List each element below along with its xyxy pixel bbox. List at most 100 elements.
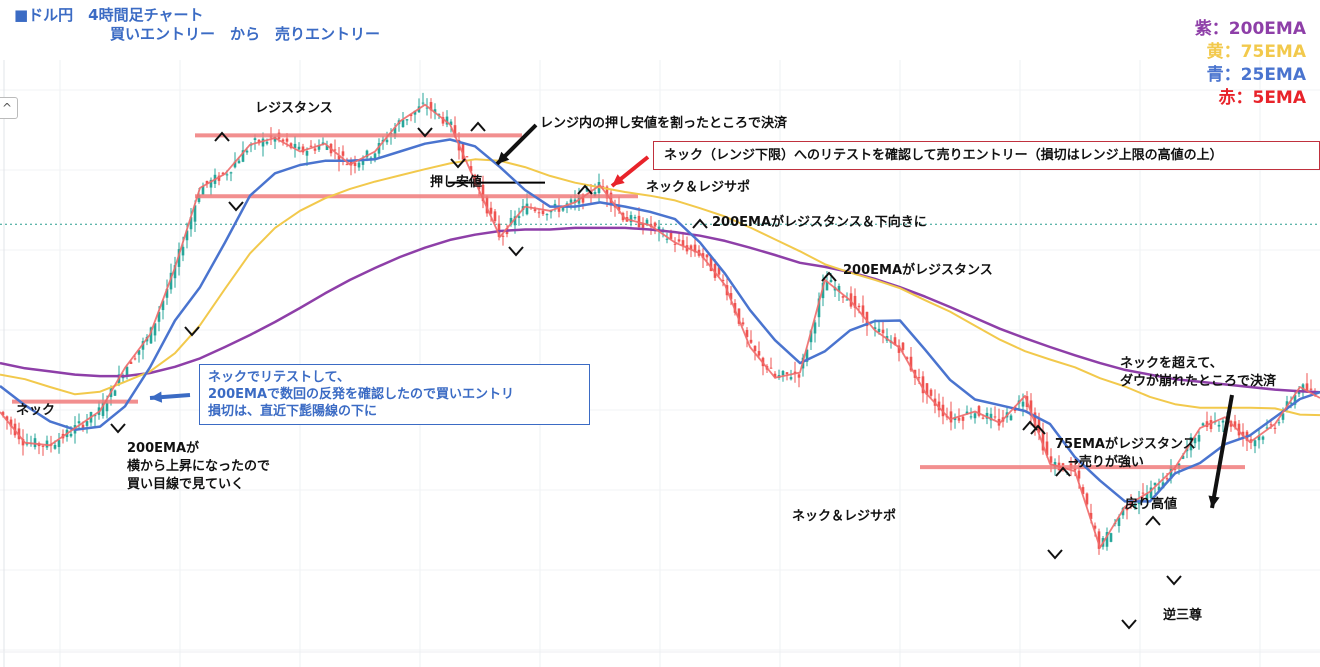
candle-body — [517, 216, 521, 218]
trough-marker — [110, 423, 126, 434]
swing-markers — [110, 121, 1182, 630]
label-resistance: レジスタンス — [255, 101, 333, 116]
candle-body — [285, 138, 289, 142]
chart-title: ■ドル円 4時間足チャート — [14, 6, 204, 24]
candle-body — [957, 417, 961, 421]
candle-body — [1033, 412, 1037, 428]
candle-body — [617, 204, 621, 211]
candle-body — [537, 212, 541, 214]
legend-ema25: 青：25EMA — [1206, 65, 1306, 85]
candle-body — [453, 125, 457, 137]
trough-marker — [228, 201, 244, 212]
candle-body — [1021, 401, 1025, 407]
candle-body — [265, 141, 269, 144]
candle-body — [841, 296, 845, 298]
candle-body — [1293, 395, 1297, 405]
candle-body — [1297, 391, 1301, 395]
legend-ema75: 黄：75EMA — [1206, 42, 1306, 62]
candle-body — [1261, 436, 1265, 440]
candle-body — [513, 216, 517, 226]
candle-body — [753, 345, 757, 352]
candle-body — [1201, 423, 1205, 426]
label-ema200-rising-2: 横から上昇になったので — [127, 459, 271, 474]
candle-body — [693, 244, 697, 253]
candle-body — [1149, 487, 1153, 499]
candle-body — [165, 288, 169, 298]
candle-body — [1145, 493, 1149, 502]
candle-body — [545, 214, 549, 216]
candle-body — [1045, 441, 1049, 456]
candle-body — [893, 337, 897, 345]
candle-body — [949, 411, 953, 423]
legend-ema200: 紫：200EMA — [1194, 19, 1306, 39]
legend-ema5: 赤：5EMA — [1218, 88, 1306, 108]
candle-body — [581, 194, 585, 203]
candle-body — [25, 443, 29, 445]
annotation-arrows — [149, 123, 1234, 509]
candle-body — [873, 327, 877, 330]
candle-body — [965, 411, 969, 415]
candle-body — [153, 323, 157, 336]
candle-body — [301, 146, 305, 153]
candle-body — [365, 150, 369, 158]
buy-entry-line-2: 200EMAで数回の反発を確認したので買いエントリ — [208, 387, 515, 402]
candle-body — [157, 311, 161, 322]
candle-body — [205, 180, 209, 184]
candle-body — [881, 329, 885, 334]
candle-body — [149, 327, 153, 344]
candle-body — [309, 145, 313, 147]
candle-body — [573, 199, 577, 203]
candle-body — [1009, 415, 1013, 421]
candle-body — [925, 383, 929, 395]
candle-body — [1265, 427, 1269, 429]
candle-body — [353, 162, 357, 166]
collapse-toggle[interactable]: ^ — [0, 97, 18, 119]
candle-body — [481, 184, 485, 202]
candle-body — [1089, 512, 1093, 519]
candle-body — [177, 249, 181, 267]
candle-body — [985, 412, 989, 419]
candle-body — [1165, 478, 1169, 480]
candle-body — [169, 272, 173, 290]
peak-marker — [821, 271, 837, 282]
candle-body — [717, 267, 721, 275]
candle-body — [673, 243, 677, 245]
trough-marker — [184, 326, 200, 337]
candle-body — [1125, 507, 1129, 511]
candle-body — [229, 172, 233, 174]
candle-body — [125, 366, 129, 377]
candle-body — [341, 151, 345, 156]
ema-series — [0, 103, 1320, 549]
horizontal-levels — [12, 133, 1245, 470]
candle-body — [677, 239, 681, 242]
candle-body — [253, 138, 257, 141]
candle-body — [709, 256, 713, 272]
candle-body — [745, 329, 749, 337]
candle-body — [21, 439, 25, 446]
candle-body — [361, 160, 365, 165]
candle-body — [805, 349, 809, 362]
candle-body — [1221, 420, 1225, 423]
candle-body — [781, 370, 785, 376]
candle-body — [185, 230, 189, 241]
candle-body — [9, 419, 13, 427]
peak-marker — [1055, 466, 1071, 477]
peak-marker — [692, 218, 708, 229]
candle-body — [201, 185, 205, 195]
candle-body — [461, 143, 465, 160]
trough-marker — [1047, 549, 1063, 560]
label-neck: ネック — [16, 403, 56, 418]
label-inverse-hs: 逆三尊 — [1163, 608, 1203, 623]
candle-body — [773, 373, 777, 378]
candle-body — [1305, 383, 1309, 392]
candle-body — [961, 416, 965, 421]
candle-body — [433, 109, 437, 114]
candle-body — [261, 138, 265, 147]
candle-body — [129, 361, 133, 364]
candle-body — [1097, 531, 1101, 549]
candle-body — [485, 196, 489, 214]
peak-marker — [1022, 420, 1038, 431]
candle-body — [877, 328, 881, 333]
candle-body — [1309, 388, 1313, 390]
